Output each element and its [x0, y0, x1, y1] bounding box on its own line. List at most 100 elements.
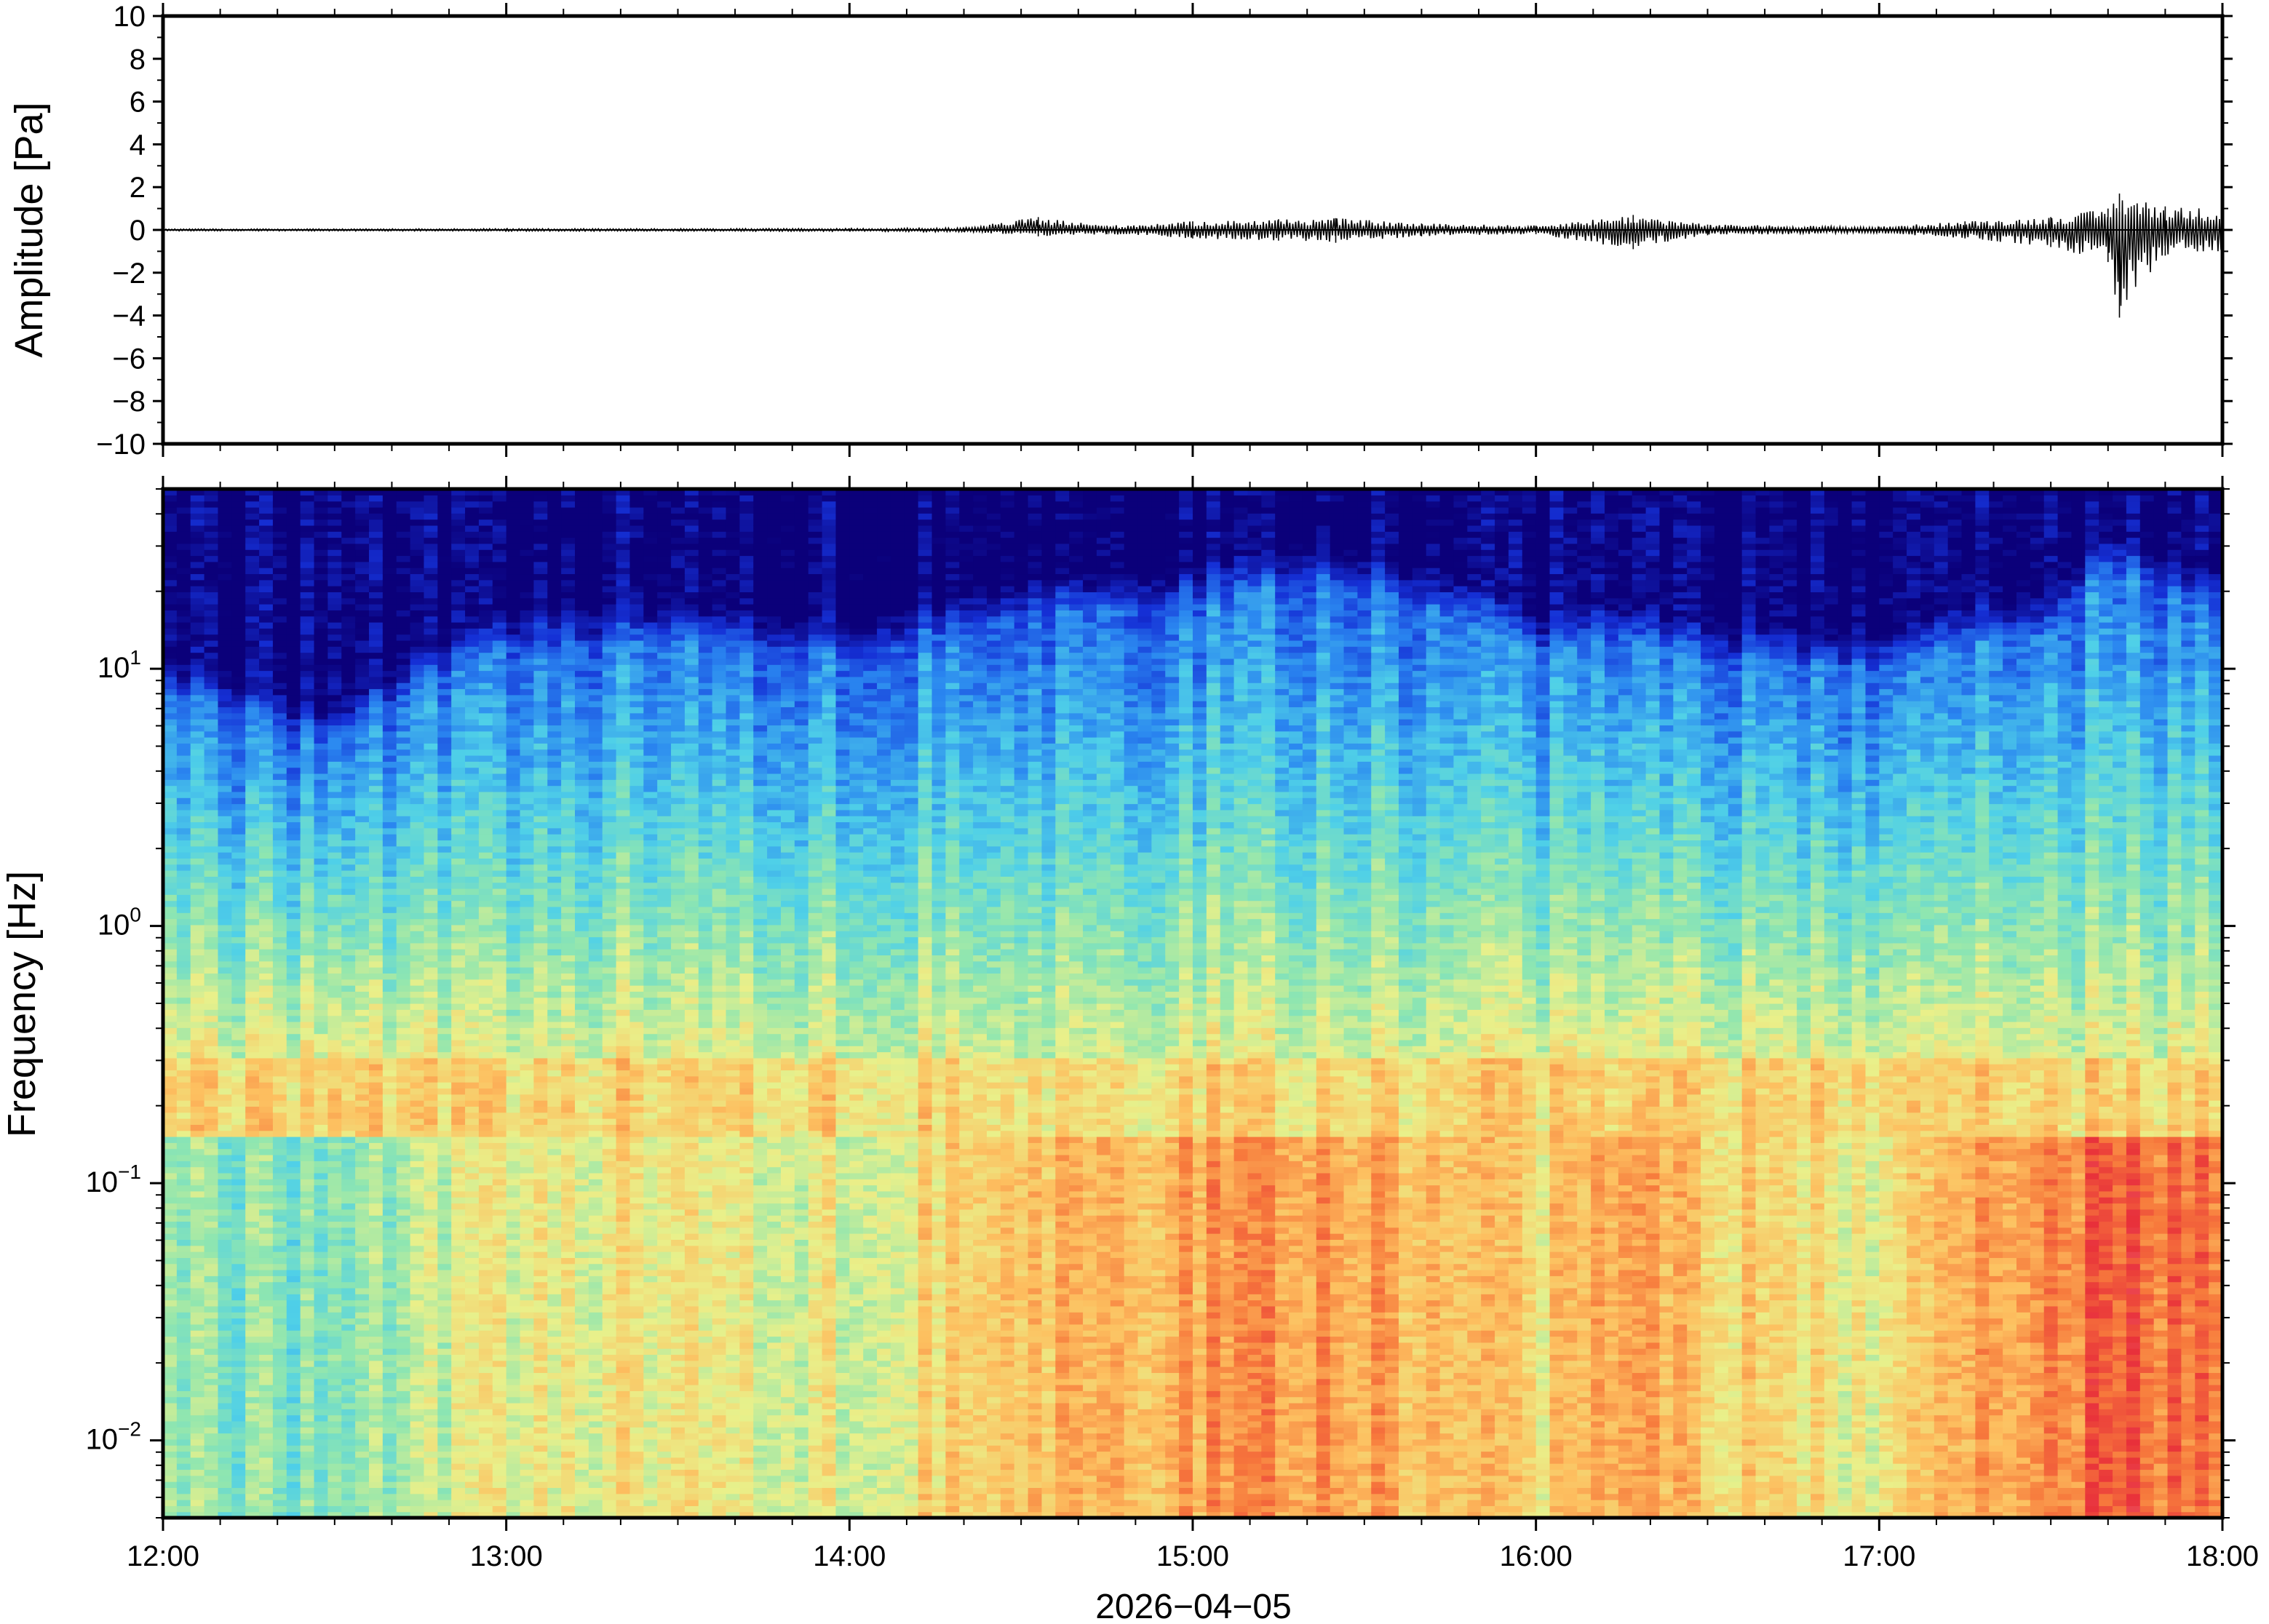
spectrogram-cell: [245, 973, 259, 979]
spectrogram-cell: [410, 1469, 424, 1476]
spectrogram-cell: [327, 761, 341, 768]
spectrogram-cell: [479, 925, 493, 931]
spectrogram-cell: [273, 1403, 287, 1409]
spectrogram-cell: [177, 671, 191, 677]
spectrogram-cell: [218, 858, 231, 864]
spectrogram-cell: [218, 1487, 231, 1494]
spectrogram-cell: [397, 786, 410, 792]
spectrogram-cell: [287, 961, 301, 968]
spectrogram-cell: [355, 688, 369, 695]
spectrogram-cell: [259, 1173, 273, 1179]
spectrogram-cell: [231, 773, 245, 780]
spectrogram-cell: [506, 610, 520, 616]
spectrogram-cell: [301, 894, 314, 901]
spectrogram-cell: [465, 749, 479, 756]
spectrogram-cell: [245, 888, 259, 895]
spectrogram-cell: [245, 706, 259, 713]
spectrogram-cell: [204, 1481, 218, 1488]
spectrogram-cell: [273, 1379, 287, 1385]
spectrogram-cell: [259, 1052, 273, 1059]
spectrogram-cell: [245, 1300, 259, 1307]
spectrogram-cell: [341, 1312, 355, 1318]
spectrogram-cell: [204, 1155, 218, 1161]
spectrogram-cell: [204, 1161, 218, 1167]
spectrogram-cell: [506, 1124, 520, 1131]
spectrogram-cell: [479, 520, 493, 526]
spectrogram-cell: [520, 876, 534, 883]
spectrogram-cell: [163, 1185, 177, 1192]
spectrogram-cell: [520, 979, 534, 986]
spectrogram-cell: [301, 1112, 314, 1119]
spectrogram-cell: [397, 549, 410, 556]
spectrogram-cell: [341, 616, 355, 623]
spectrogram-cell: [410, 1112, 424, 1119]
spectrogram-cell: [533, 864, 547, 871]
spectrogram-cell: [506, 1088, 520, 1094]
spectrogram-cell: [301, 1330, 314, 1337]
spectrogram-cell: [533, 979, 547, 986]
spectrogram-cell: [231, 1494, 245, 1500]
spectrogram-cell: [383, 1094, 397, 1101]
spectrogram-cell: [397, 810, 410, 816]
spectrogram-cell: [287, 682, 301, 689]
spectrogram-cell: [245, 870, 259, 877]
spectrogram-cell: [547, 1500, 561, 1506]
spectrogram-cell: [177, 1288, 191, 1294]
spectrogram-cell: [424, 1155, 437, 1161]
spectrogram-cell: [451, 816, 465, 822]
spectrogram-cell: [533, 1494, 547, 1500]
spectrogram-cell: [163, 1306, 177, 1313]
spectrogram-cell: [493, 713, 506, 720]
spectrogram-cell: [410, 876, 424, 883]
spectrogram-cell: [191, 646, 204, 653]
spectrogram-cell: [287, 937, 301, 944]
spectrogram-cell: [177, 1227, 191, 1234]
spectrogram-cell: [355, 646, 369, 653]
spectrogram-cell: [369, 580, 383, 586]
spectrogram-cell: [410, 1336, 424, 1342]
spectrogram-cell: [479, 658, 493, 665]
spectrogram-cell: [273, 1288, 287, 1294]
spectrogram-cell: [287, 1275, 301, 1282]
spectrogram-cell: [231, 1070, 245, 1076]
spectrogram-cell: [369, 1088, 383, 1094]
spectrogram-cell: [383, 931, 397, 937]
spectrogram-cell: [231, 1124, 245, 1131]
spectrogram-cell: [287, 507, 301, 514]
spectrogram-cell: [465, 1282, 479, 1289]
waveform-y-tick-label: −10: [96, 429, 146, 461]
spectrogram-cell: [163, 1366, 177, 1373]
spectrogram-cell: [218, 1185, 231, 1192]
spectrogram-cell: [479, 501, 493, 508]
spectrogram-cell: [520, 719, 534, 725]
spectrogram-cell: [451, 538, 465, 544]
spectrogram-cell: [341, 949, 355, 955]
spectrogram-cell: [177, 695, 191, 701]
spectrogram-cell: [314, 737, 328, 744]
spectrogram-cell: [301, 671, 314, 677]
spectrogram-cell: [177, 1106, 191, 1112]
spectrogram-cell: [533, 1439, 547, 1446]
spectrogram-cell: [218, 1040, 231, 1046]
spectrogram-cell: [547, 1106, 561, 1112]
spectrogram-cell: [369, 1330, 383, 1337]
spectrogram-cell: [327, 1366, 341, 1373]
spectrogram-cell: [163, 1445, 177, 1452]
spectrogram-cell: [479, 1009, 493, 1016]
spectrogram-cell: [245, 749, 259, 756]
spectrogram-cell: [191, 725, 204, 731]
spectrogram-cell: [327, 967, 341, 974]
spectrogram-cell: [410, 671, 424, 677]
spectrogram-cell: [383, 792, 397, 798]
spectrogram-cell: [259, 1500, 273, 1506]
spectrogram-cell: [506, 1330, 520, 1337]
spectrogram-cell: [520, 1366, 534, 1373]
spectrogram-cell: [191, 731, 204, 738]
spectrogram-cell: [273, 531, 287, 538]
spectrogram-cell: [163, 1094, 177, 1101]
spectrogram-cell: [397, 598, 410, 605]
spectrogram-cell: [177, 991, 191, 998]
spectrogram-cell: [355, 1306, 369, 1313]
spectrogram-cell: [259, 1354, 273, 1361]
spectrogram-cell: [410, 1463, 424, 1470]
